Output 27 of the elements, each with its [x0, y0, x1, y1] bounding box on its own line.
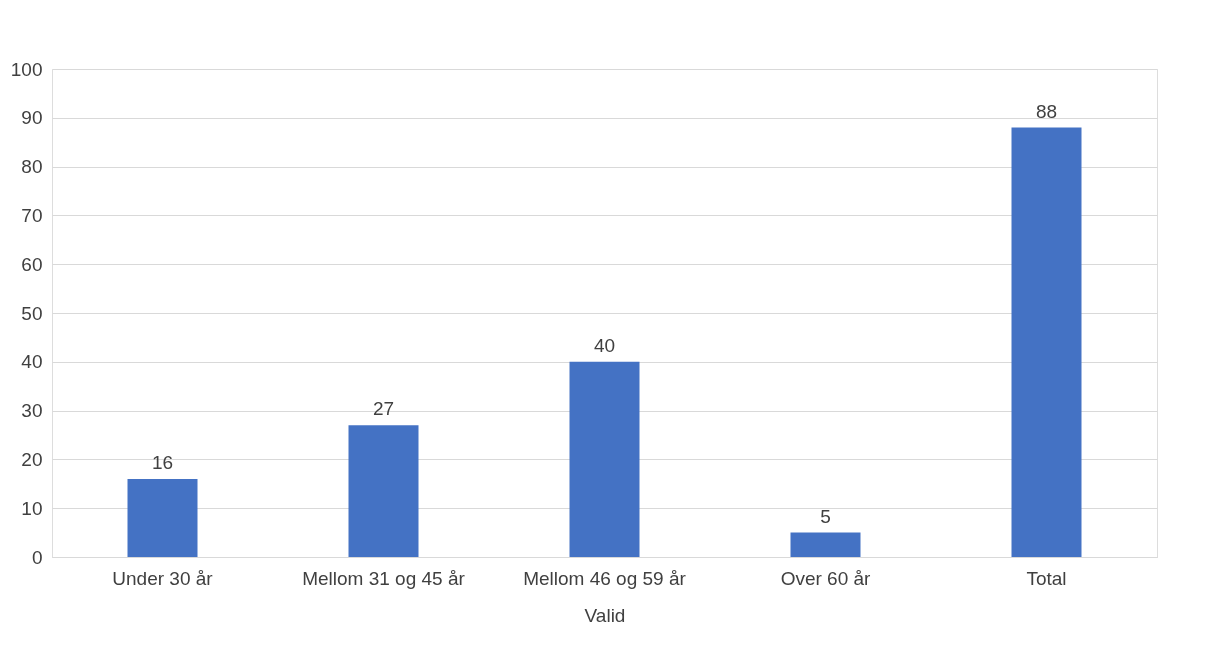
data-label: 5	[820, 505, 831, 527]
y-tick-label: 10	[21, 497, 43, 519]
x-tick-label: Mellom 31 og 45 år	[302, 567, 466, 589]
bar	[348, 425, 419, 557]
y-tick-label: 80	[21, 156, 43, 178]
x-tick-label: Mellom 46 og 59 år	[523, 567, 687, 589]
y-tick-label: 0	[31, 546, 43, 568]
y-tick-label: 100	[10, 58, 43, 80]
bar	[1011, 127, 1082, 557]
y-tick-label: 40	[21, 351, 43, 373]
bar	[569, 361, 640, 557]
x-tick-label: Under 30 år	[112, 567, 214, 589]
bar	[790, 532, 861, 557]
y-tick-label: 50	[21, 302, 43, 324]
x-tick-label: Over 60 år	[780, 567, 872, 589]
x-tick-label: Total	[1026, 567, 1067, 589]
y-tick-label: 90	[21, 107, 43, 129]
bar	[127, 478, 198, 557]
y-tick-label: 30	[21, 400, 43, 422]
y-tick-label: 70	[21, 204, 43, 226]
data-label: 27	[372, 398, 395, 420]
data-label: 40	[593, 334, 616, 356]
y-tick-label: 20	[21, 448, 43, 470]
x-axis-title: Valid	[584, 604, 626, 626]
data-label: 16	[151, 451, 174, 473]
data-label: 88	[1035, 100, 1058, 122]
y-tick-label: 60	[21, 253, 43, 275]
